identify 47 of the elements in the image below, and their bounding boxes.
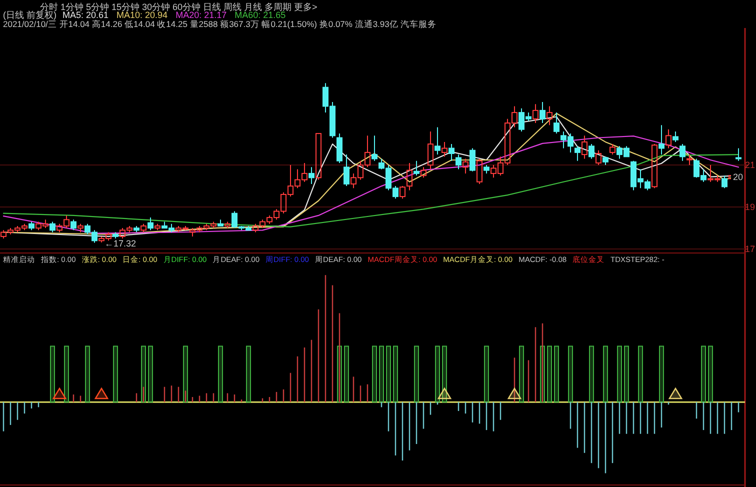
bar bbox=[113, 346, 118, 403]
y-tick-label: 17 bbox=[744, 244, 755, 254]
bar bbox=[589, 346, 594, 403]
bar bbox=[183, 346, 188, 403]
bar bbox=[379, 346, 384, 403]
chart-subtitle: 2021/02/10/三 开14.04 高14.26 低14.04 收14.25 量2588 额367.3万 幅0.21(1.50%) 换0.07% 流通3.93亿 汽车服务 bbox=[3, 19, 437, 29]
text: MA5: 20.61 bbox=[62, 10, 109, 20]
bar bbox=[638, 346, 643, 403]
bar bbox=[386, 346, 391, 403]
bar bbox=[85, 346, 90, 403]
bar bbox=[547, 346, 552, 403]
bar bbox=[218, 346, 223, 403]
annotation: 20 bbox=[732, 172, 743, 182]
bar bbox=[603, 346, 608, 403]
bar bbox=[414, 346, 419, 403]
bar bbox=[484, 346, 489, 403]
bar bbox=[554, 346, 559, 403]
bar bbox=[519, 346, 524, 403]
candlestick bbox=[462, 158, 468, 174]
text: MA20: 21.17 bbox=[176, 10, 227, 20]
candlestick bbox=[372, 135, 378, 162]
bar bbox=[141, 346, 146, 403]
bar bbox=[659, 346, 664, 403]
bar bbox=[344, 346, 349, 403]
text: MA10: 20.94 bbox=[116, 10, 168, 20]
candlestick bbox=[406, 162, 412, 191]
bar bbox=[701, 346, 706, 403]
bar bbox=[568, 346, 573, 403]
bar bbox=[435, 346, 440, 403]
bar bbox=[624, 346, 629, 403]
bar bbox=[64, 346, 69, 403]
annotation: ←17.32 bbox=[104, 238, 136, 248]
text: 分时 1分钟 5分钟 15分钟 30分钟 60分钟 日线 周线 月线 多周期 更多> bbox=[40, 2, 318, 12]
y-tick-label: 21 bbox=[744, 160, 755, 170]
bar bbox=[372, 346, 377, 403]
candlestick bbox=[658, 124, 664, 156]
bar bbox=[50, 346, 55, 403]
chart-title: (日线 前复权) bbox=[3, 10, 56, 20]
bar bbox=[148, 346, 153, 403]
bar bbox=[708, 346, 713, 403]
text: MA60: 21.65 bbox=[234, 10, 286, 20]
y-tick-label: 19 bbox=[744, 202, 755, 212]
bar bbox=[393, 346, 398, 403]
candlestick bbox=[736, 148, 742, 162]
bar bbox=[617, 346, 622, 403]
candlestick bbox=[308, 166, 314, 184]
bar bbox=[246, 346, 251, 403]
